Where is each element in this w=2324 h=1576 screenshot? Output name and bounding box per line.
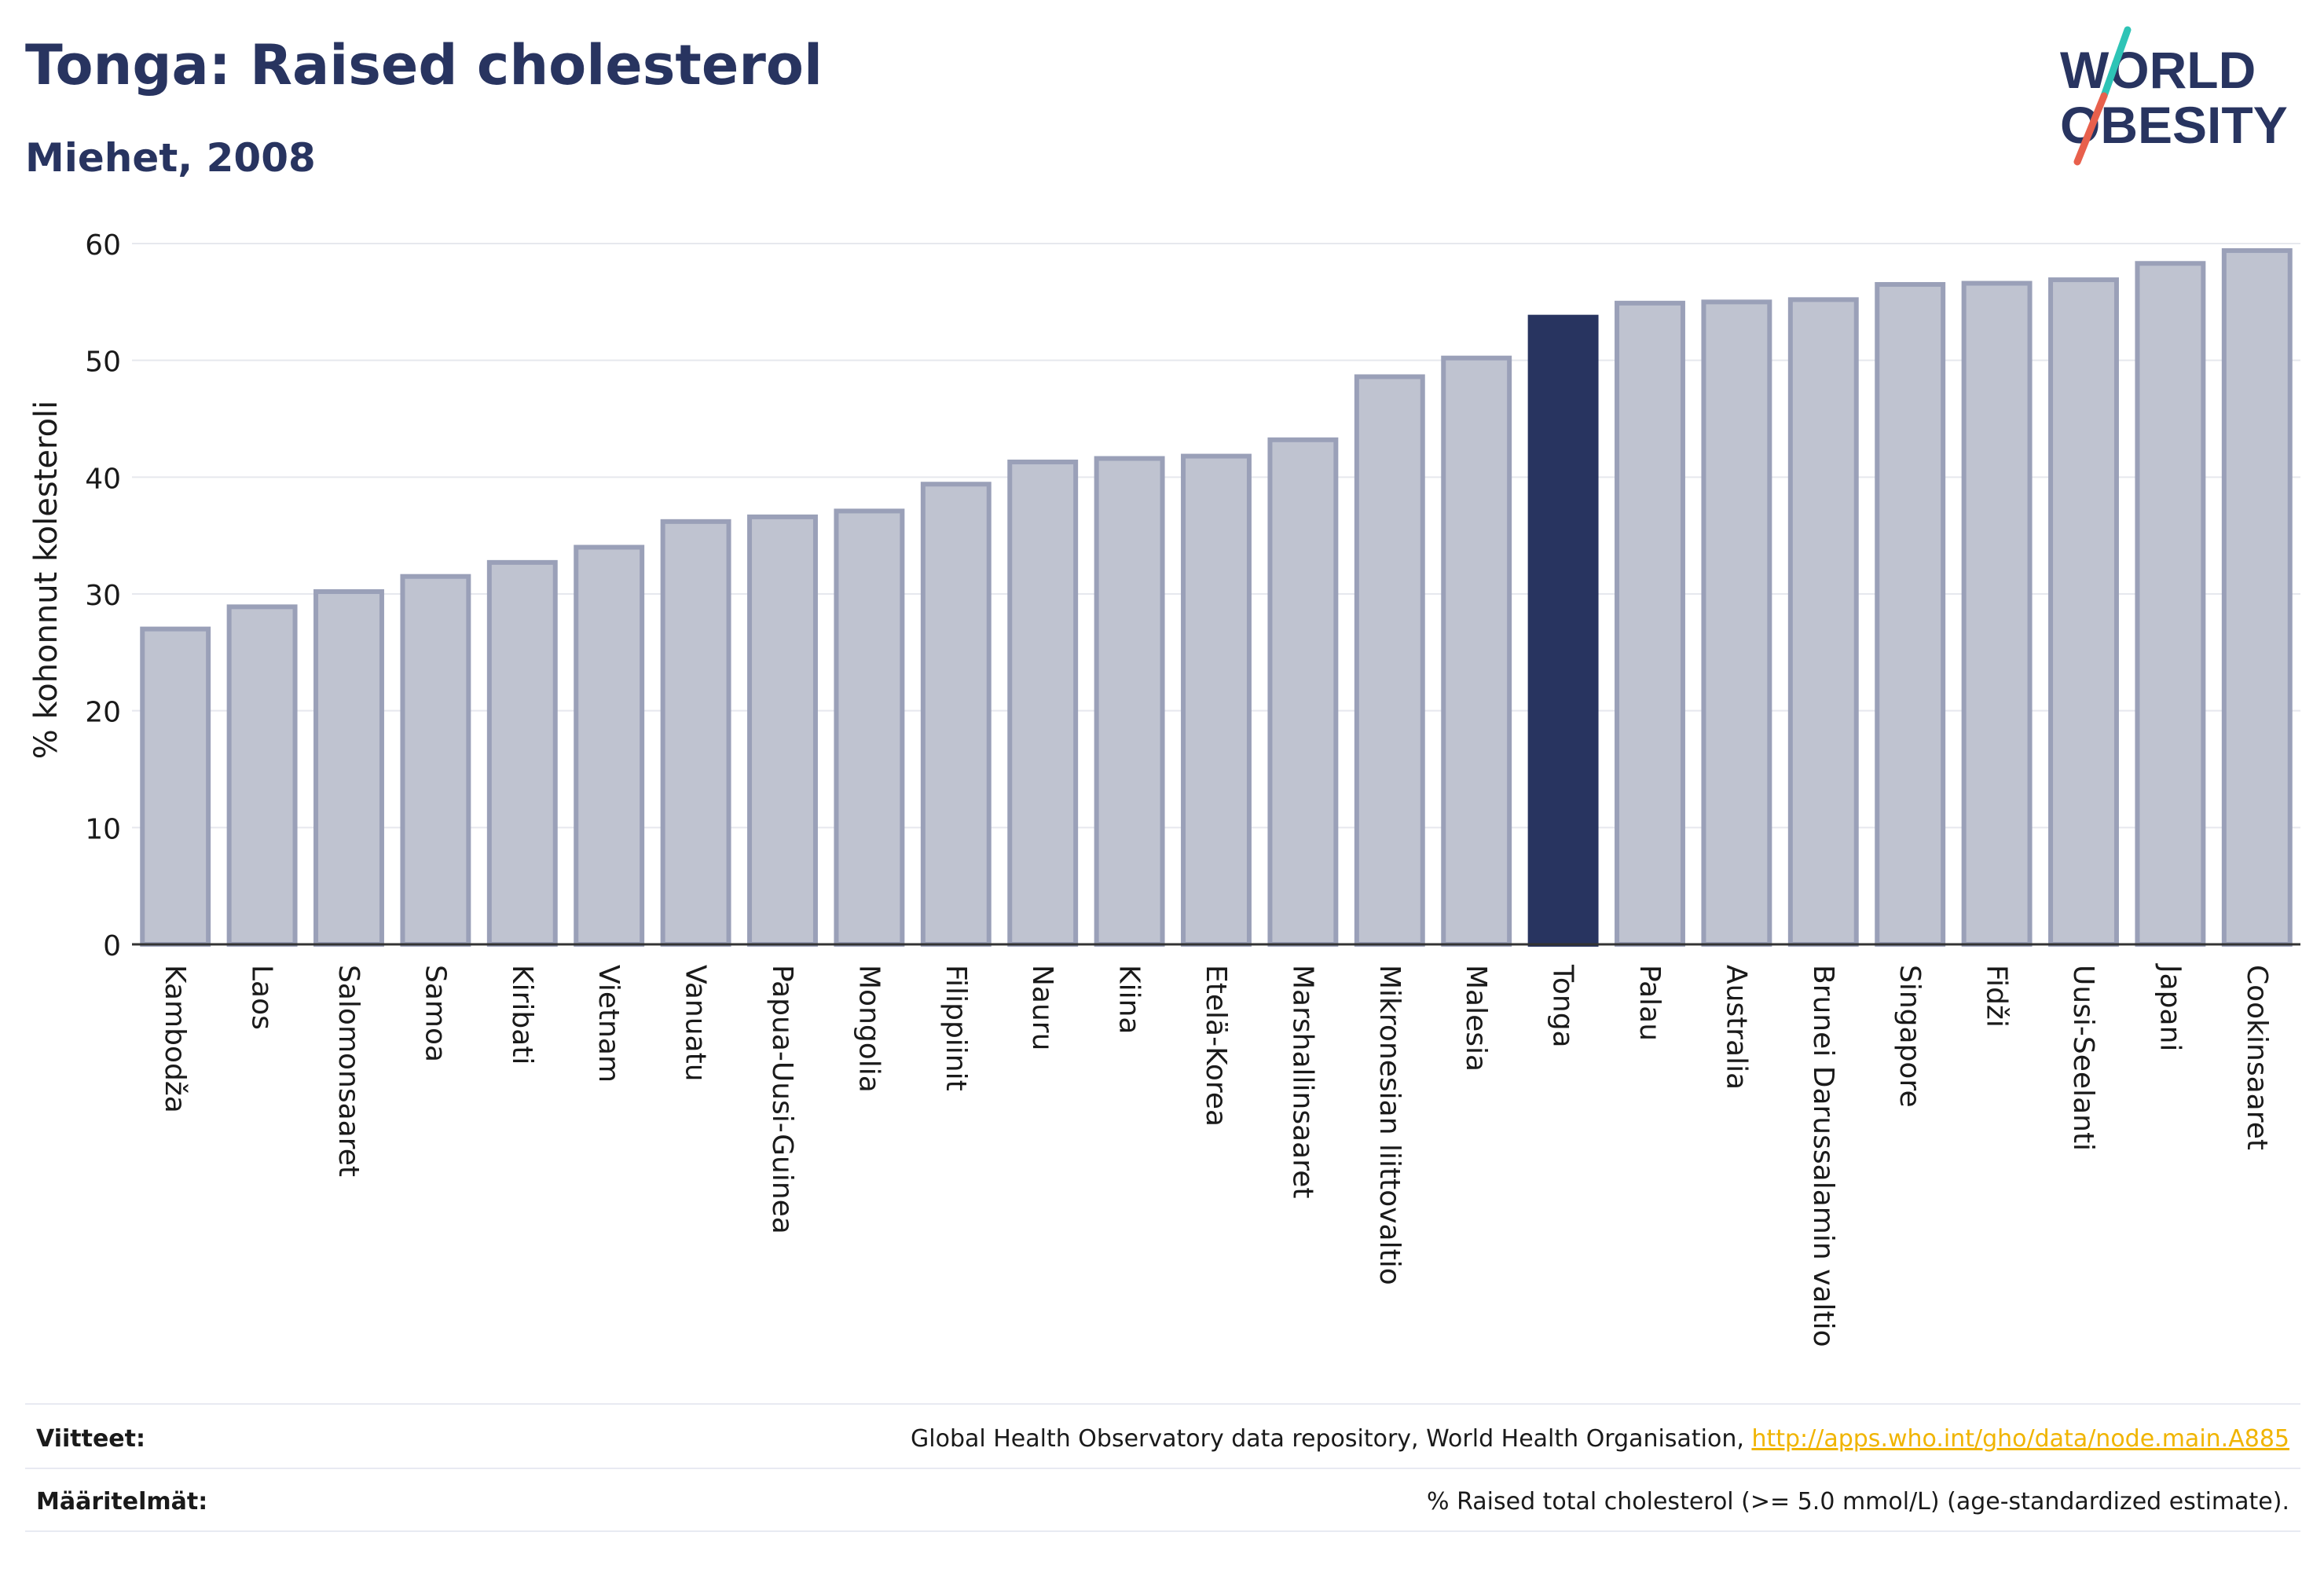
y-tick-label: 10 [85, 813, 121, 845]
x-tick-label: Mikronesian liittovaltio [1373, 965, 1406, 1285]
bar-fid-i [1961, 280, 2033, 947]
y-axis-ticks: 0 10 20 30 40 50 60 [85, 229, 121, 962]
x-tick-label: Kambodža [159, 965, 191, 1113]
bar-malesia [1441, 355, 1512, 947]
definitions-text: % Raised total cholesterol (>= 5.0 mmol/… [1427, 1488, 2289, 1516]
x-tick-label: Palau [1633, 965, 1666, 1041]
bar-uusi-seelanti [2048, 277, 2119, 947]
x-tick-label: Marshallinsaaret [1286, 965, 1318, 1199]
x-tick-label: Papua-Uusi-Guinea [766, 965, 798, 1234]
bar-palau [1615, 300, 1685, 947]
world-obesity-logo: WORLD OBESITY [2060, 26, 2288, 166]
x-tick-label: Salomonsaaret [332, 965, 365, 1177]
bar-japani [2135, 261, 2206, 947]
x-tick-label: Brunei Darussalamin valtio [1807, 965, 1839, 1347]
bar-kiribati [486, 559, 558, 947]
references-link[interactable]: http://apps.who.int/gho/data/node.main.A… [1751, 1425, 2289, 1453]
logo-word-1: WORLD [2060, 41, 2256, 99]
references-label: Viitteet: [36, 1425, 145, 1453]
references-text: Global Health Observatory data repositor… [911, 1425, 2289, 1453]
x-tick-label: Singapore [1893, 965, 1926, 1108]
bar-marshallinsaaret [1267, 437, 1339, 947]
x-tick-label: Fidži [1981, 965, 2013, 1028]
y-tick-label: 60 [85, 229, 121, 262]
y-tick-label: 50 [85, 346, 121, 379]
y-tick-label: 40 [85, 463, 121, 495]
bar-etel-korea [1181, 453, 1252, 947]
footer-divider-top [25, 1403, 2300, 1405]
x-tick-label: Etelä-Korea [1200, 965, 1232, 1127]
definitions-label: Määritelmät: [36, 1488, 208, 1516]
x-tick-label: Australia [1720, 965, 1752, 1090]
bar-filippiinit [920, 482, 992, 947]
y-tick-label: 30 [85, 580, 121, 612]
x-tick-label: Cookinsaaret [2241, 965, 2273, 1150]
bar-australia [1701, 299, 1772, 947]
references-source: Global Health Observatory data repositor… [911, 1425, 1752, 1453]
x-tick-label: Filippiinit [940, 965, 972, 1091]
logo-slash-bottom [2073, 92, 2108, 166]
x-tick-label: Laos [246, 965, 278, 1030]
bar-papua-uusi-guinea [747, 514, 818, 947]
bars [140, 247, 2293, 947]
bar-mongolia [834, 508, 905, 947]
x-tick-label: Kiina [1113, 965, 1146, 1035]
y-axis-label: % kohonnut kolesteroli [28, 401, 64, 760]
chart-subtitle: Miehet, 2008 [25, 135, 316, 181]
x-tick-label: Kiribati [506, 965, 538, 1065]
bar-mikronesian-liittovaltio [1354, 374, 1425, 947]
x-tick-label: Malesia [1460, 965, 1492, 1072]
bar-singapore [1875, 282, 1946, 947]
bar-cookinsaaret [2221, 247, 2293, 947]
bar-chart: 0 10 20 30 40 50 60 % kohonnut kolesteroli Kam… [28, 229, 2300, 1347]
bar-samoa [400, 574, 471, 947]
x-tick-label: Japani [2154, 963, 2186, 1051]
chart-title: Tonga: Raised cholesterol [25, 33, 823, 97]
footer-divider-bottom [25, 1530, 2300, 1532]
bar-laos [226, 604, 298, 947]
x-tick-label: Vanuatu [680, 965, 712, 1082]
bar-nauru [1007, 460, 1079, 947]
bar-kambod-a [140, 626, 211, 947]
bar-brunei-darussalamin-valtio [1787, 297, 1859, 947]
x-tick-label: Vietnam [592, 965, 625, 1083]
y-tick-label: 0 [103, 930, 121, 962]
logo-slash-top [2100, 26, 2132, 100]
bar-kiina [1094, 456, 1165, 947]
x-tick-label: Samoa [419, 965, 451, 1062]
x-tick-label: Nauru [1026, 965, 1058, 1050]
x-axis-tick-labels: Kambodža Laos Salomonsaaret Samoa Kiribati Vi… [159, 963, 2273, 1347]
bar-salomonsaaret [313, 589, 384, 947]
y-tick-label: 20 [85, 697, 121, 729]
bar-tonga [1527, 314, 1599, 947]
x-tick-label: Tonga [1547, 964, 1579, 1048]
x-tick-label: Mongolia [852, 965, 885, 1093]
bar-vietnam [574, 544, 645, 947]
bar-vanuatu [660, 519, 731, 947]
footer-divider-middle [25, 1468, 2300, 1469]
x-tick-label: Uusi-Seelanti [2067, 965, 2099, 1151]
